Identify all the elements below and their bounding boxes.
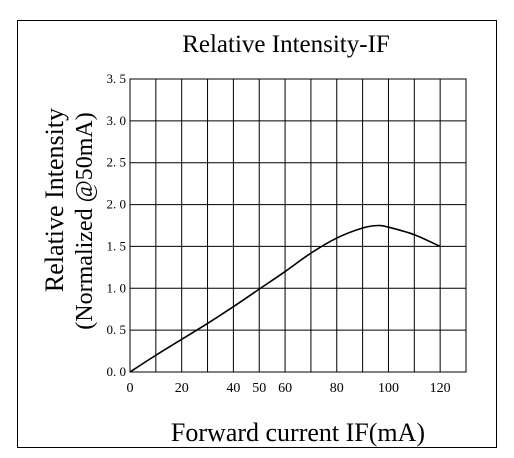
y-axis-label-line2: (Normalized @50mA) [72,112,98,329]
y-tick-label: 1. 5 [107,238,127,253]
y-tick-label: 1. 0 [107,280,127,295]
y-tick-label: 3. 5 [107,71,127,86]
y-tick-label: 0. 0 [107,364,127,379]
x-tick-labels: 0 20 40 50 60 80 100 120 [127,381,451,396]
y-tick-label: 2. 0 [107,197,127,212]
x-tick-label: 120 [430,381,451,396]
plot-border [129,78,467,373]
y-tick-labels: 0. 0 0. 5 1. 0 1. 5 2. 0 2. 5 3. 0 3. 5 [107,71,127,379]
x-tick-label: 50 [252,381,266,396]
x-axis-label: Forward current IF(mA) [171,418,425,447]
x-tick-label: 0 [127,381,134,396]
y-tick-label: 3. 0 [107,113,127,128]
x-tick-label: 80 [330,381,344,396]
x-tick-label: 100 [378,381,399,396]
chart-title: Relative Intensity-IF [182,31,390,58]
x-tick-label: 40 [226,381,240,396]
y-axis-label-line1: Relative Intensity [40,108,69,292]
x-tick-label: 20 [175,381,189,396]
series-line [129,224,441,373]
y-tick-label: 0. 5 [107,322,127,337]
x-tick-label: 60 [278,381,292,396]
y-tick-label: 2. 5 [107,155,127,170]
chart-frame [17,20,497,448]
grid [130,79,466,372]
